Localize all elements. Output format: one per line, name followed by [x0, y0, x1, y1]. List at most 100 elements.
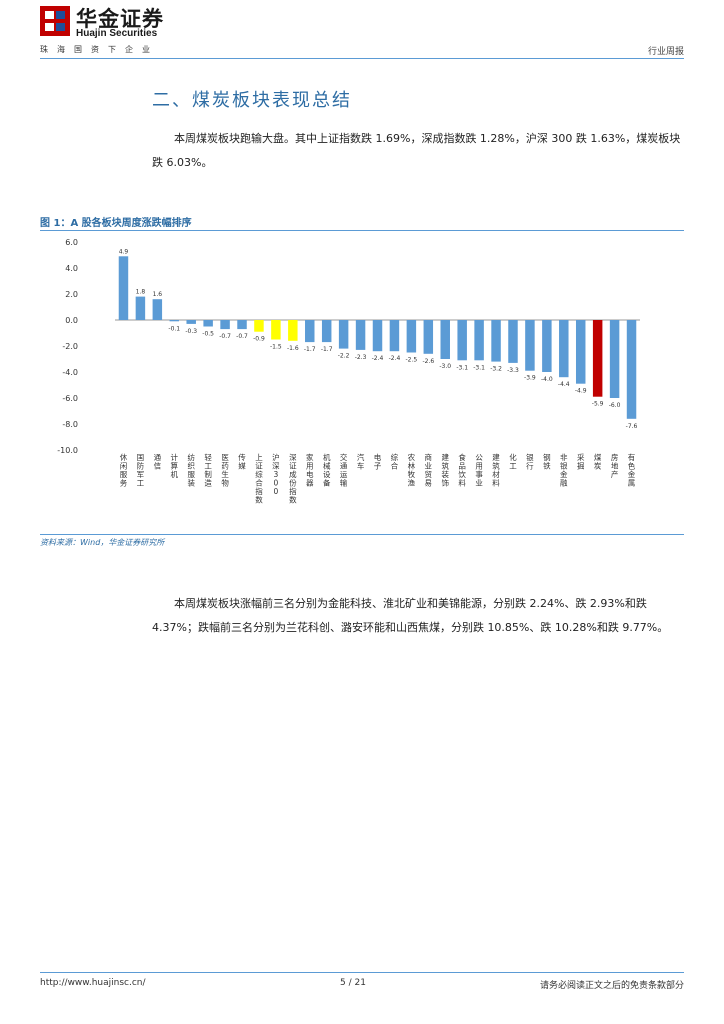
category-label: 机械设备 — [323, 452, 331, 488]
category-label: 休闲服务 — [120, 452, 128, 488]
bar — [118, 256, 129, 320]
bar — [186, 320, 196, 324]
footer-url-link[interactable]: http://www.huajinsc.cn/ — [40, 978, 146, 988]
sector-performance-chart: 6.0 4.0 2.0 0.0 -2.0 -4.0 -6.0 -8.0 -10.0 4.9 休闲服务… — [57, 238, 640, 505]
category-label: 商业贸易 — [425, 452, 433, 488]
category-label: 医药生物 — [221, 453, 229, 488]
figure-source: 资料来源：Wind，华金证券研究所 — [40, 538, 165, 547]
data-label: -3.0 — [439, 363, 451, 370]
category-label: 沪深 3 0 0 — [272, 452, 280, 496]
data-label: -3.9 — [524, 375, 536, 382]
data-label: -1.6 — [287, 345, 299, 352]
category-label: 房地产 — [611, 452, 619, 479]
bar — [203, 320, 213, 327]
data-label: -2.3 — [355, 354, 367, 361]
data-label: -0.7 — [219, 333, 231, 340]
coal-stocks-paragraph: 本周煤炭板块涨幅前三名分别为金能科技、淮北矿业和美锦能源，分别跌 2.24%、跌… — [152, 597, 669, 634]
category-label: 轻工制造 — [204, 452, 212, 488]
bar — [305, 320, 315, 343]
data-label: 1.8 — [136, 289, 146, 296]
data-label: -2.4 — [372, 355, 384, 362]
data-label: -0.5 — [202, 331, 214, 338]
bar — [525, 320, 535, 371]
data-label: -3.1 — [456, 364, 468, 371]
data-label: -0.7 — [236, 333, 248, 340]
data-label: -1.5 — [270, 344, 282, 351]
bar — [372, 320, 383, 352]
category-label: 食品饮料 — [458, 452, 466, 488]
bar — [542, 320, 552, 372]
category-label: 计算机 — [171, 452, 179, 479]
bar — [440, 320, 450, 359]
y-tick-label: -4.0 — [62, 368, 78, 377]
bar — [575, 320, 586, 384]
data-label: -0.1 — [168, 325, 180, 332]
data-label: -7.6 — [626, 423, 638, 430]
bar — [321, 320, 332, 343]
y-tick-label: 6.0 — [65, 238, 78, 247]
category-label: 通信 — [154, 452, 162, 471]
data-label: -6.0 — [609, 402, 621, 409]
bar — [508, 320, 518, 363]
category-label: 有色金属 — [628, 452, 636, 488]
data-label: -2.2 — [338, 353, 350, 360]
category-label: 纺织服装 — [187, 452, 195, 488]
bar — [491, 320, 501, 362]
category-label: 家用电器 — [306, 452, 314, 488]
bar — [220, 320, 230, 330]
data-label: -2.6 — [422, 358, 434, 365]
category-label: 煤炭 — [594, 452, 602, 471]
huajin-logo-icon — [40, 6, 70, 36]
category-label: 建筑装饰 — [441, 452, 449, 488]
bar — [406, 320, 417, 353]
bar — [389, 320, 400, 352]
bar — [457, 320, 467, 361]
category-label: 银行 — [526, 453, 534, 471]
category-label: 非银金融 — [560, 452, 568, 488]
data-label: -3.3 — [507, 367, 519, 374]
category-label: 上证综合指数 — [255, 453, 263, 505]
bar — [423, 320, 434, 354]
bar — [626, 320, 637, 419]
bar — [254, 320, 264, 332]
y-tick-label: 0.0 — [65, 316, 78, 325]
bar — [559, 320, 569, 378]
category-label: 化工 — [509, 452, 517, 471]
page-header: 华金证券 Huajin Securities 珠海国资下企业 行业周报 — [0, 0, 724, 60]
category-label: 公用事业 — [475, 453, 483, 488]
bar — [152, 299, 163, 320]
data-label: -0.3 — [185, 328, 197, 335]
data-label: -3.2 — [490, 366, 502, 373]
data-label: -4.0 — [541, 376, 553, 383]
category-label: 综合 — [391, 452, 399, 471]
bar — [355, 320, 366, 350]
figure-top-divider — [40, 230, 684, 231]
disclaimer-note: 请务必阅读正文之后的免责条款部分 — [539, 981, 684, 991]
bar — [338, 320, 349, 349]
y-tick-label: 2.0 — [65, 290, 78, 299]
y-tick-label: -6.0 — [62, 394, 78, 403]
data-label: -4.9 — [575, 388, 587, 395]
bar — [237, 320, 247, 330]
header-divider — [40, 58, 684, 59]
page-number: 5 / 21 — [340, 978, 366, 988]
data-label: -0.9 — [253, 336, 265, 343]
data-label: -2.4 — [389, 355, 401, 362]
y-tick-label: -10.0 — [57, 446, 78, 455]
bar — [288, 320, 298, 341]
logo-chinese-name: 华金证券 — [76, 7, 164, 31]
bar — [592, 320, 603, 397]
category-label: 传媒 — [238, 452, 246, 471]
section-title: 二、煤炭板块表现总结 — [152, 90, 352, 111]
category-label: 国防军工 — [137, 453, 145, 488]
figure-bottom-divider — [40, 534, 684, 535]
report-type-label: 行业周报 — [647, 47, 684, 57]
data-label: -1.7 — [304, 346, 316, 353]
category-label: 电子 — [374, 452, 382, 471]
data-label: -2.5 — [406, 357, 418, 364]
bar — [169, 320, 180, 322]
y-tick-label: -2.0 — [62, 342, 78, 351]
logo-english-name: Huajin Securities — [76, 28, 158, 39]
category-label: 采掘 — [577, 452, 585, 471]
footer-divider — [40, 972, 684, 973]
